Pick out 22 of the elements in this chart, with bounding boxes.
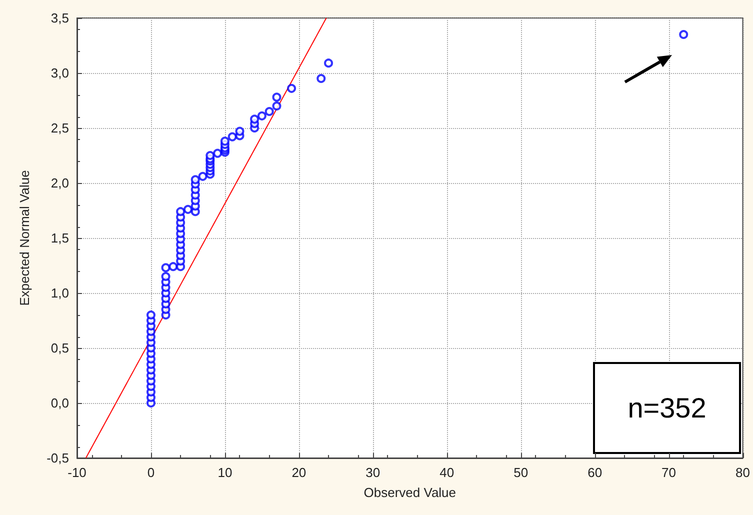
x-tick-label: 70	[662, 465, 676, 480]
x-tick-label: 80	[736, 465, 750, 480]
y-tick-label: 2,5	[50, 120, 69, 136]
x-tick-label: 40	[440, 465, 454, 480]
x-tick-label: 60	[588, 465, 602, 480]
y-tick-label: 0,5	[50, 340, 69, 356]
y-axis-title: Expected Normal Value	[17, 170, 32, 306]
x-tick-label: 0	[147, 465, 155, 480]
y-tick-label: 1,5	[50, 230, 69, 246]
x-tick-label: -10	[68, 465, 86, 480]
y-tick-label: -0,5	[46, 450, 69, 466]
x-tick-label: 50	[514, 465, 528, 480]
x-axis-title: Observed Value	[364, 485, 456, 500]
y-tick-label: 1,0	[50, 286, 69, 300]
x-tick-label: 20	[292, 465, 306, 480]
y-tick-label: 3,0	[50, 66, 69, 80]
y-tick-label: 2,0	[50, 176, 69, 190]
y-tick-label: 3,5	[50, 10, 69, 26]
y-tick-label: 0,0	[50, 396, 69, 410]
x-tick-label: 30	[366, 465, 380, 480]
annotation: n=352	[628, 392, 706, 424]
x-tick-label: 10	[218, 465, 232, 480]
